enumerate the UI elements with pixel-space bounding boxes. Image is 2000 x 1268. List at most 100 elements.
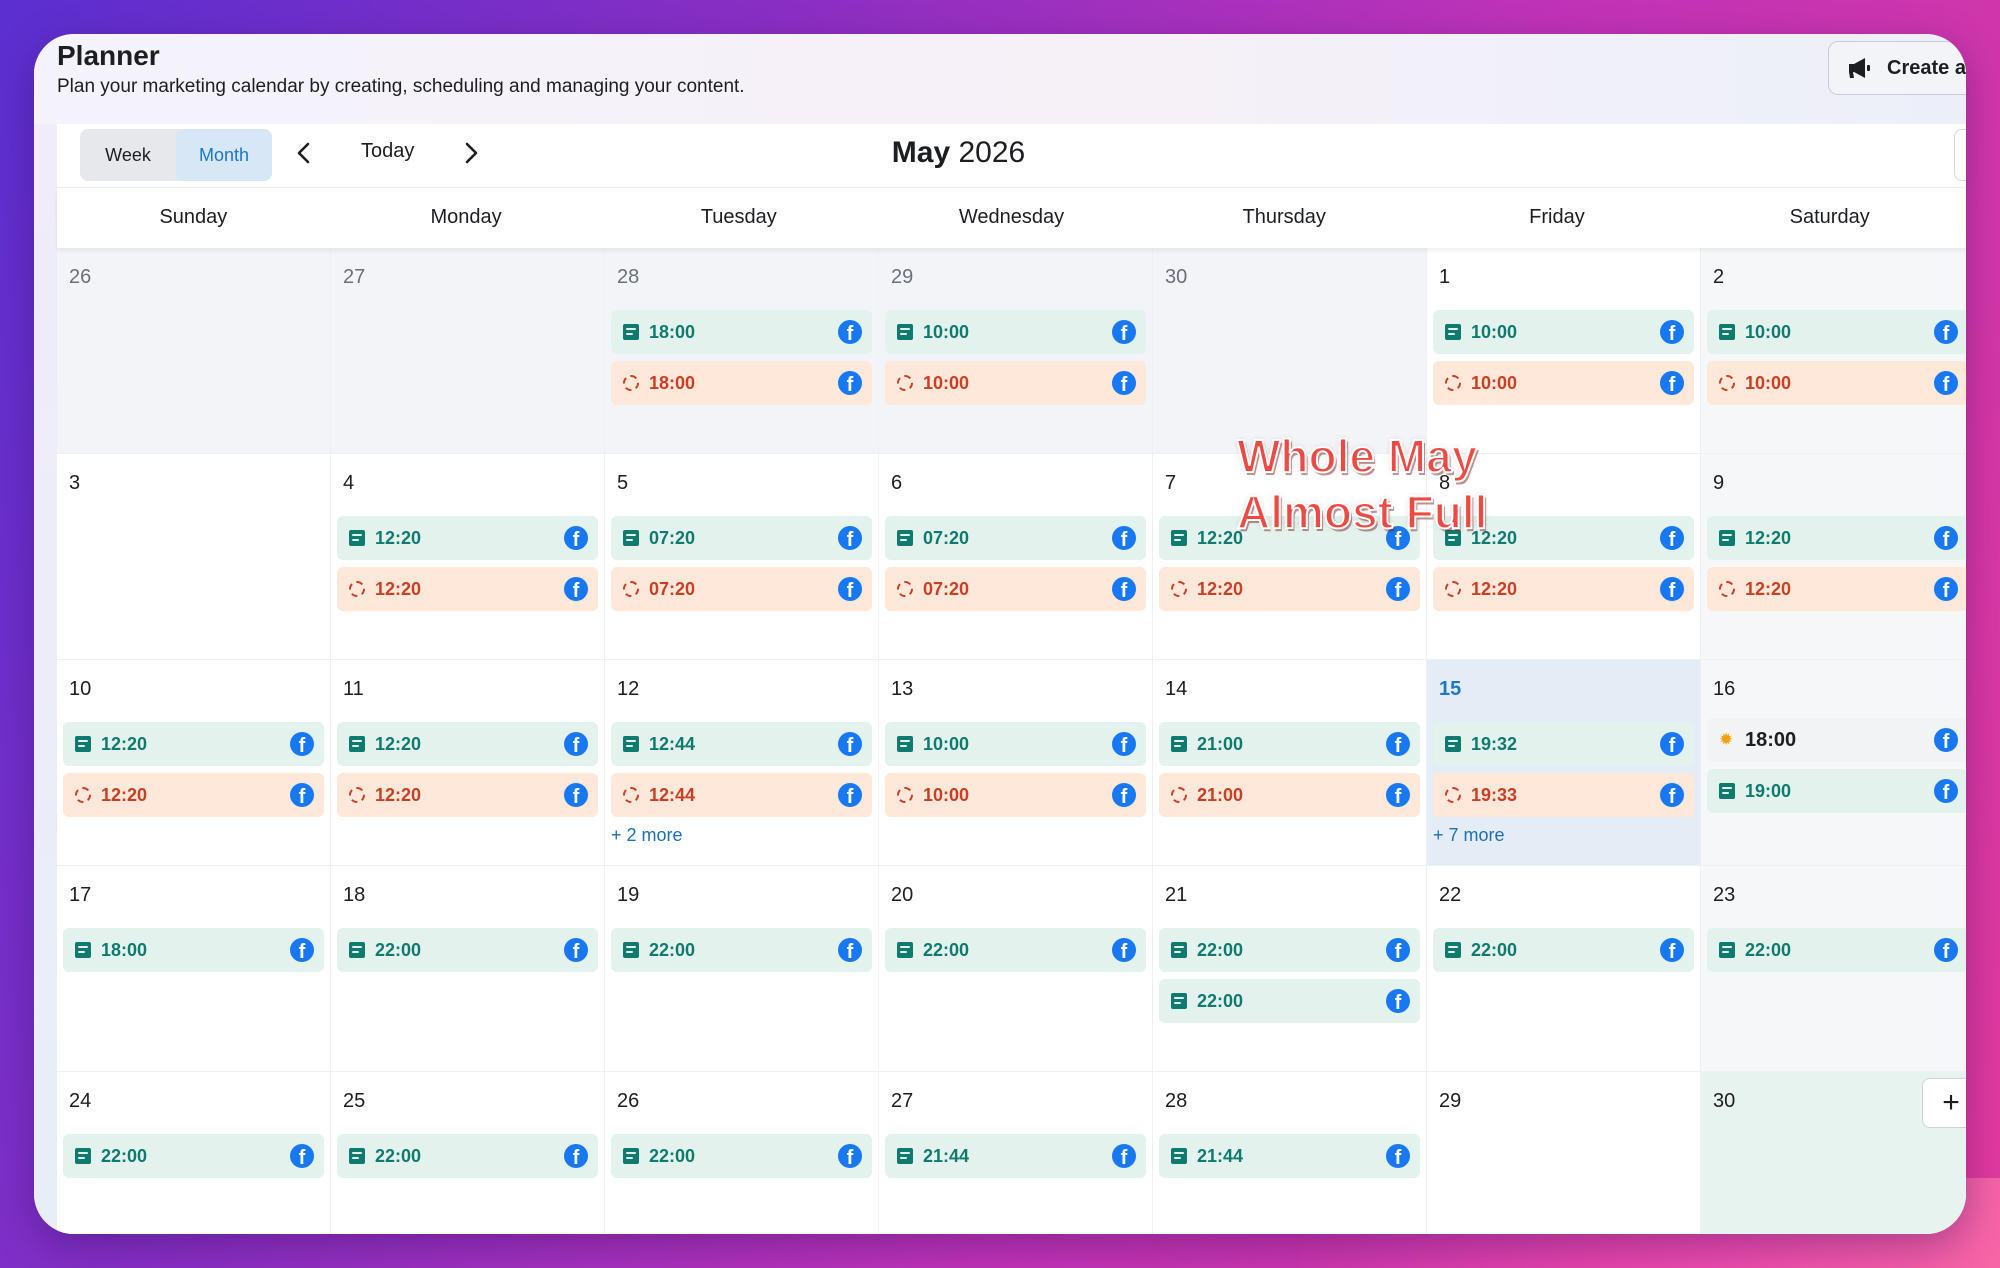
day-cell[interactable]: 12 12:44 f 12:44 f + 2 more xyxy=(605,660,879,866)
day-cell[interactable]: 26 22:00 f xyxy=(605,1072,879,1234)
post-event[interactable]: 12:20 f xyxy=(1433,516,1694,560)
post-event[interactable]: 12:20 f xyxy=(1707,516,1966,560)
draft-event[interactable]: 12:20 f xyxy=(63,773,324,817)
more-events-link[interactable]: + 2 more xyxy=(611,825,683,845)
post-event[interactable]: 22:00 f xyxy=(337,928,598,972)
post-event[interactable]: 22:00 f xyxy=(1707,928,1966,972)
day-cell[interactable]: 26 xyxy=(57,248,331,454)
day-cell[interactable]: 30 xyxy=(1153,248,1427,454)
view-month-button[interactable]: Month xyxy=(176,129,272,181)
post-event[interactable]: 07:20 f xyxy=(885,516,1146,560)
draft-event[interactable]: 21:00 f xyxy=(1159,773,1420,817)
day-cell[interactable]: 9 12:20 f 12:20 f xyxy=(1701,454,1966,660)
today-button[interactable]: Today xyxy=(361,140,415,162)
previous-month-button[interactable] xyxy=(289,138,319,168)
post-icon xyxy=(1171,736,1187,752)
draft-event[interactable]: 12:20 f xyxy=(1707,567,1966,611)
facebook-icon: f xyxy=(1934,577,1958,601)
post-event[interactable]: 10:00 f xyxy=(1707,310,1966,354)
day-cell[interactable]: 4 12:20 f 12:20 f xyxy=(331,454,605,660)
draft-event[interactable]: 10:00 f xyxy=(1433,361,1694,405)
draft-event[interactable]: 07:20 f xyxy=(885,567,1146,611)
day-cell[interactable]: 29 xyxy=(1427,1072,1701,1234)
day-cell[interactable]: 23 22:00 f xyxy=(1701,866,1966,1072)
day-cell[interactable]: 13 10:00 f 10:00 f xyxy=(879,660,1153,866)
post-event[interactable]: 18:00 f xyxy=(63,928,324,972)
scheduled-event[interactable]: ✹ 18:00 f xyxy=(1707,718,1966,762)
day-number: 2 xyxy=(1713,266,1725,288)
post-event[interactable]: 22:00 f xyxy=(885,928,1146,972)
draft-event[interactable]: 12:44 f xyxy=(611,773,872,817)
post-event[interactable]: 12:20 f xyxy=(63,722,324,766)
day-cell[interactable]: 7 12:20 f 12:20 f xyxy=(1153,454,1427,660)
post-event[interactable]: 22:00 f xyxy=(611,1134,872,1178)
day-cell[interactable]: 5 07:20 f 07:20 f xyxy=(605,454,879,660)
view-week-button[interactable]: Week xyxy=(105,144,151,165)
draft-event[interactable]: 10:00 f xyxy=(885,773,1146,817)
weekday-monday: Monday xyxy=(430,206,502,228)
day-cell[interactable]: 17 18:00 f xyxy=(57,866,331,1072)
draft-event[interactable]: 07:20 f xyxy=(611,567,872,611)
post-event[interactable]: 18:00 f xyxy=(611,310,872,354)
draft-event[interactable]: 19:33 f xyxy=(1433,773,1694,817)
post-event[interactable]: 12:20 f xyxy=(1159,516,1420,560)
day-cell[interactable]: 6 07:20 f 07:20 f xyxy=(879,454,1153,660)
post-event[interactable]: 22:00 f xyxy=(611,928,872,972)
day-cell[interactable]: 28 21:44 f xyxy=(1153,1072,1427,1234)
day-cell[interactable]: 28 18:00 f 18:00 f xyxy=(605,248,879,454)
draft-event[interactable]: 12:20 f xyxy=(337,773,598,817)
day-cell[interactable]: 18 22:00 f xyxy=(331,866,605,1072)
facebook-icon: f xyxy=(1660,320,1684,344)
post-event[interactable]: 07:20 f xyxy=(611,516,872,560)
post-icon xyxy=(1171,942,1187,958)
post-event[interactable]: 12:20 f xyxy=(337,722,598,766)
day-cell[interactable]: 10 12:20 f 12:20 f xyxy=(57,660,331,866)
day-cell[interactable]: 19 22:00 f xyxy=(605,866,879,1072)
day-cell[interactable]: 27 xyxy=(331,248,605,454)
post-event[interactable]: 22:00 f xyxy=(1159,979,1420,1023)
day-cell[interactable]: 15 19:32 f 19:33 f + 7 more xyxy=(1427,660,1701,866)
day-cell[interactable]: 29 10:00 f 10:00 f xyxy=(879,248,1153,454)
post-event[interactable]: 21:44 f xyxy=(885,1134,1146,1178)
create-ad-button[interactable]: Create ad xyxy=(1828,41,1966,95)
toolbar-edge-button[interactable] xyxy=(1954,129,1966,181)
post-event[interactable]: 12:20 f xyxy=(337,516,598,560)
add-event-button[interactable]: + xyxy=(1922,1078,1966,1128)
event-time: 10:00 xyxy=(1471,372,1518,393)
day-cell[interactable]: 1 10:00 f 10:00 f xyxy=(1427,248,1701,454)
post-event[interactable]: 22:00 f xyxy=(1159,928,1420,972)
day-cell[interactable]: 14 21:00 f 21:00 f xyxy=(1153,660,1427,866)
draft-event[interactable]: 10:00 f xyxy=(1707,361,1966,405)
day-cell[interactable]: 2 10:00 f 10:00 f xyxy=(1701,248,1966,454)
next-month-button[interactable] xyxy=(456,138,486,168)
day-cell[interactable]: 20 22:00 f xyxy=(879,866,1153,1072)
day-cell[interactable]: 22 22:00 f xyxy=(1427,866,1701,1072)
draft-event[interactable]: 18:00 f xyxy=(611,361,872,405)
day-cell[interactable]: 24 22:00 f xyxy=(57,1072,331,1234)
day-cell[interactable]: 8 12:20 f 12:20 f xyxy=(1427,454,1701,660)
post-event[interactable]: 22:00 f xyxy=(337,1134,598,1178)
post-event[interactable]: 19:32 f xyxy=(1433,722,1694,766)
post-event[interactable]: 10:00 f xyxy=(1433,310,1694,354)
day-cell[interactable]: 21 22:00 f 22:00 f xyxy=(1153,866,1427,1072)
post-event[interactable]: 10:00 f xyxy=(885,310,1146,354)
post-event[interactable]: 22:00 f xyxy=(1433,928,1694,972)
day-cell[interactable]: 27 21:44 f xyxy=(879,1072,1153,1234)
draft-event[interactable]: 12:20 f xyxy=(1159,567,1420,611)
post-event[interactable]: 22:00 f xyxy=(63,1134,324,1178)
post-event[interactable]: 19:00 f xyxy=(1707,769,1966,813)
day-cell[interactable]: 25 22:00 f xyxy=(331,1072,605,1234)
draft-event[interactable]: 12:20 f xyxy=(1433,567,1694,611)
post-event[interactable]: 21:00 f xyxy=(1159,722,1420,766)
draft-event[interactable]: 12:20 f xyxy=(337,567,598,611)
day-cell[interactable]: 11 12:20 f 12:20 f xyxy=(331,660,605,866)
more-events-link[interactable]: + 7 more xyxy=(1433,825,1505,845)
post-event[interactable]: 10:00 f xyxy=(885,722,1146,766)
post-event[interactable]: 12:44 f xyxy=(611,722,872,766)
post-event[interactable]: 21:44 f xyxy=(1159,1134,1420,1178)
draft-event[interactable]: 10:00 f xyxy=(885,361,1146,405)
day-cell[interactable]: 30 + xyxy=(1701,1072,1966,1234)
day-cell[interactable]: 16 ✹ 18:00 f 19:00 f xyxy=(1701,660,1966,866)
event-time: 12:20 xyxy=(1471,527,1518,548)
day-cell[interactable]: 3 xyxy=(57,454,331,660)
